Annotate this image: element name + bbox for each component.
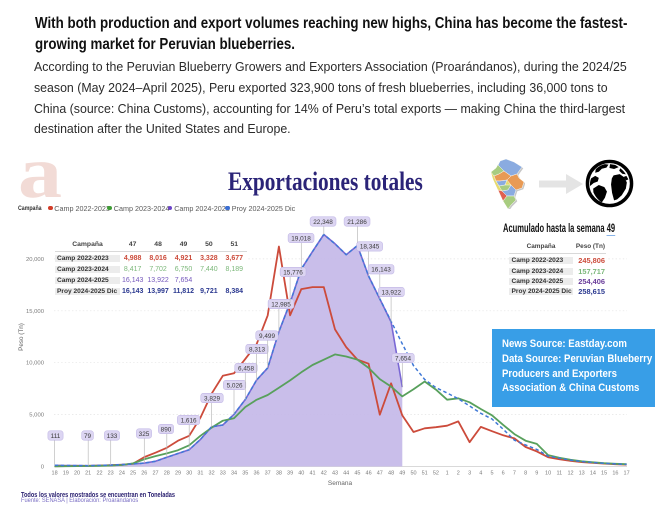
svg-text:133: 133 bbox=[107, 433, 118, 440]
svg-text:18,345: 18,345 bbox=[360, 244, 380, 251]
svg-text:46: 46 bbox=[366, 471, 372, 477]
svg-text:9,499: 9,499 bbox=[259, 333, 275, 340]
svg-text:1: 1 bbox=[446, 471, 449, 477]
svg-text:0: 0 bbox=[41, 465, 45, 471]
svg-text:28: 28 bbox=[164, 471, 170, 477]
svg-text:890: 890 bbox=[161, 426, 172, 433]
svg-text:24: 24 bbox=[119, 471, 125, 477]
svg-text:26: 26 bbox=[141, 471, 147, 477]
svg-text:10: 10 bbox=[545, 471, 551, 477]
svg-text:5,026: 5,026 bbox=[227, 382, 243, 389]
svg-text:12: 12 bbox=[567, 471, 573, 477]
svg-text:38: 38 bbox=[276, 471, 282, 477]
svg-text:27: 27 bbox=[152, 471, 158, 477]
svg-text:43: 43 bbox=[332, 471, 338, 477]
svg-text:2: 2 bbox=[457, 471, 460, 477]
svg-text:8: 8 bbox=[524, 471, 527, 477]
svg-text:45: 45 bbox=[354, 471, 360, 477]
svg-text:8,313: 8,313 bbox=[249, 346, 265, 353]
svg-text:79: 79 bbox=[84, 433, 92, 440]
svg-text:6: 6 bbox=[502, 471, 505, 477]
svg-text:325: 325 bbox=[139, 431, 150, 438]
svg-text:52: 52 bbox=[433, 471, 439, 477]
svg-text:10,000: 10,000 bbox=[26, 361, 45, 367]
svg-text:36: 36 bbox=[253, 471, 259, 477]
svg-text:11: 11 bbox=[556, 471, 562, 477]
svg-text:3,829: 3,829 bbox=[204, 395, 220, 402]
svg-text:111: 111 bbox=[51, 433, 61, 440]
svg-text:14: 14 bbox=[590, 471, 596, 477]
svg-text:15,776: 15,776 bbox=[283, 269, 303, 276]
svg-text:25: 25 bbox=[130, 471, 136, 477]
svg-text:Semana: Semana bbox=[328, 480, 353, 487]
svg-text:39: 39 bbox=[287, 471, 293, 477]
svg-text:21: 21 bbox=[85, 471, 91, 477]
svg-text:31: 31 bbox=[197, 471, 203, 477]
svg-text:29: 29 bbox=[175, 471, 181, 477]
svg-text:7,654: 7,654 bbox=[395, 355, 411, 362]
svg-text:19,018: 19,018 bbox=[291, 235, 311, 242]
svg-text:23: 23 bbox=[108, 471, 114, 477]
svg-text:47: 47 bbox=[377, 471, 383, 477]
svg-text:13: 13 bbox=[579, 471, 585, 477]
svg-text:51: 51 bbox=[422, 471, 428, 477]
svg-text:21,286: 21,286 bbox=[347, 219, 367, 226]
svg-text:4: 4 bbox=[479, 471, 482, 477]
svg-text:22: 22 bbox=[96, 471, 102, 477]
svg-text:32: 32 bbox=[209, 471, 215, 477]
svg-text:35: 35 bbox=[242, 471, 248, 477]
svg-text:20,000: 20,000 bbox=[26, 257, 45, 263]
svg-text:41: 41 bbox=[309, 471, 315, 477]
svg-text:16: 16 bbox=[612, 471, 618, 477]
svg-text:6,458: 6,458 bbox=[238, 365, 254, 372]
svg-text:13,922: 13,922 bbox=[382, 289, 402, 296]
svg-text:Peso (Tn): Peso (Tn) bbox=[18, 323, 25, 351]
svg-text:9: 9 bbox=[535, 471, 538, 477]
svg-text:30: 30 bbox=[186, 471, 192, 477]
svg-text:3: 3 bbox=[468, 471, 471, 477]
svg-text:42: 42 bbox=[321, 471, 327, 477]
svg-text:1,616: 1,616 bbox=[181, 417, 197, 424]
svg-text:20: 20 bbox=[74, 471, 80, 477]
svg-text:34: 34 bbox=[231, 471, 237, 477]
svg-text:7: 7 bbox=[513, 471, 516, 477]
svg-text:15: 15 bbox=[601, 471, 607, 477]
svg-text:19: 19 bbox=[63, 471, 69, 477]
svg-text:18: 18 bbox=[52, 471, 58, 477]
svg-text:5,000: 5,000 bbox=[29, 413, 44, 419]
svg-text:5: 5 bbox=[490, 471, 493, 477]
svg-text:44: 44 bbox=[343, 471, 349, 477]
svg-text:16,143: 16,143 bbox=[371, 267, 391, 274]
svg-text:40: 40 bbox=[298, 471, 304, 477]
svg-text:12,985: 12,985 bbox=[271, 301, 291, 308]
svg-text:17: 17 bbox=[624, 471, 630, 477]
svg-text:48: 48 bbox=[388, 471, 394, 477]
svg-text:22,348: 22,348 bbox=[313, 219, 333, 226]
svg-text:49: 49 bbox=[399, 471, 405, 477]
svg-text:37: 37 bbox=[265, 471, 271, 477]
svg-text:33: 33 bbox=[220, 471, 226, 477]
svg-text:50: 50 bbox=[410, 471, 416, 477]
svg-text:15,000: 15,000 bbox=[26, 309, 45, 315]
